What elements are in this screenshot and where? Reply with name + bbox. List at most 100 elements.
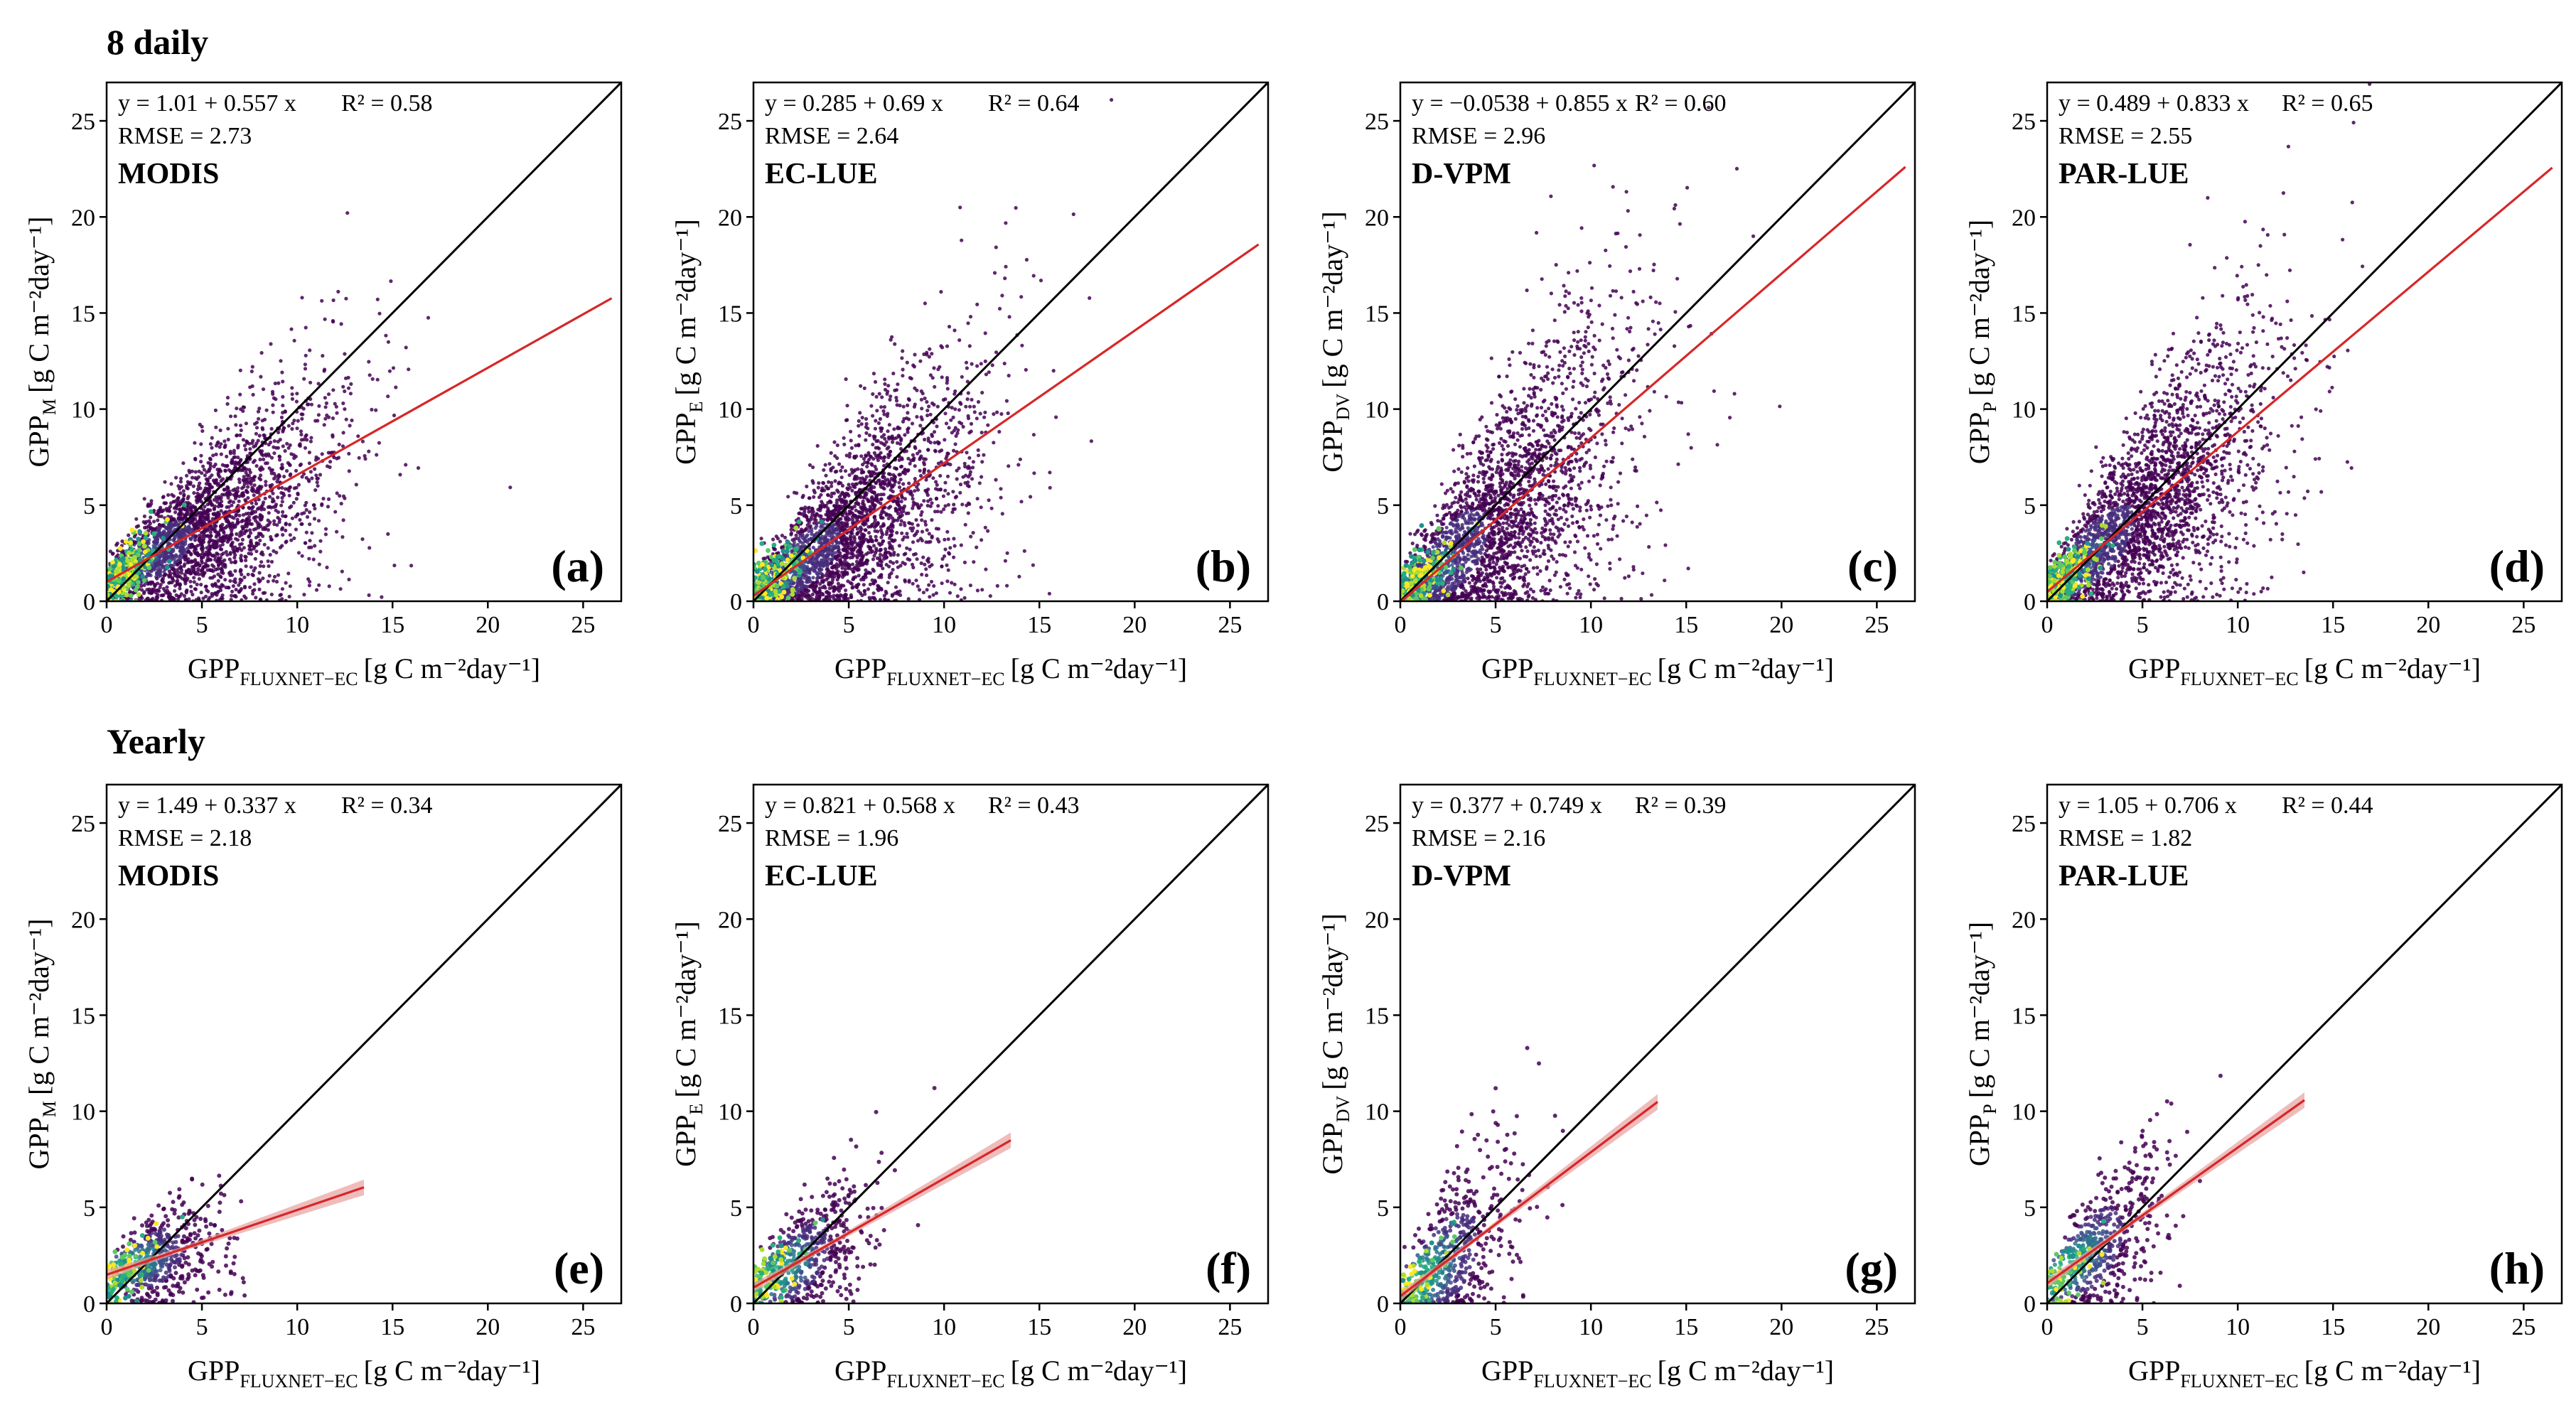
scatter-point bbox=[341, 518, 345, 522]
scatter-point bbox=[156, 588, 160, 592]
scatter-point bbox=[128, 561, 134, 567]
scatter-point bbox=[228, 499, 232, 503]
scatter-point bbox=[243, 529, 247, 534]
scatter-point bbox=[218, 547, 222, 551]
scatter-point bbox=[914, 578, 918, 583]
scatter-point bbox=[858, 529, 863, 534]
scatter-point bbox=[308, 522, 312, 527]
scatter-point bbox=[186, 496, 190, 501]
scatter-point bbox=[127, 533, 131, 537]
scatter-point bbox=[209, 568, 213, 573]
x-tick-label: 5 bbox=[196, 612, 208, 638]
scatter-point bbox=[288, 584, 292, 588]
scatter-point bbox=[905, 360, 909, 365]
scatter-point bbox=[206, 490, 210, 495]
scatter-point bbox=[247, 506, 252, 510]
scatter-point bbox=[277, 520, 281, 524]
scatter-point bbox=[281, 510, 285, 515]
scatter-point bbox=[882, 412, 886, 416]
scatter-point bbox=[225, 454, 229, 459]
scatter-point bbox=[862, 386, 866, 390]
scatter-point bbox=[348, 424, 352, 428]
scatter-point bbox=[230, 532, 234, 536]
scatter-point bbox=[249, 522, 254, 527]
scatter-point bbox=[343, 407, 347, 411]
scatter-point bbox=[193, 475, 198, 480]
scatter-point bbox=[254, 441, 259, 446]
scatter-point bbox=[215, 590, 220, 594]
scatter-point bbox=[313, 544, 317, 548]
scatter-point bbox=[197, 512, 201, 516]
scatter-point bbox=[269, 342, 273, 346]
scatter-point bbox=[181, 502, 187, 507]
scatter-point bbox=[205, 568, 210, 572]
scatter-point bbox=[178, 507, 182, 512]
scatter-point bbox=[235, 407, 239, 411]
scatter-point bbox=[193, 524, 197, 528]
scatter-point bbox=[280, 500, 284, 504]
scatter-point bbox=[797, 511, 801, 516]
scatter-point bbox=[1047, 591, 1051, 596]
scatter-point bbox=[289, 538, 294, 542]
scatter-point bbox=[341, 401, 345, 406]
scatter-point bbox=[882, 556, 886, 561]
scatter-point bbox=[1000, 294, 1004, 298]
scatter-point bbox=[257, 416, 261, 421]
scatter-point bbox=[129, 590, 133, 594]
scatter-point bbox=[824, 596, 828, 601]
scatter-point bbox=[240, 572, 244, 577]
scatter-point bbox=[233, 414, 237, 419]
scatter-point bbox=[185, 473, 189, 478]
x-tick-label: 10 bbox=[285, 612, 309, 638]
scatter-point bbox=[290, 386, 294, 390]
scatter-point bbox=[159, 569, 163, 574]
scatter-point bbox=[811, 576, 815, 580]
scatter-point bbox=[207, 548, 212, 552]
scatter-point bbox=[871, 414, 875, 418]
scatter-point bbox=[237, 494, 242, 499]
scatter-point bbox=[258, 457, 262, 462]
scatter-point bbox=[905, 546, 909, 550]
scatter-point bbox=[210, 576, 215, 580]
scatter-point bbox=[254, 535, 258, 540]
scatter-point bbox=[254, 596, 258, 600]
scatter-point bbox=[891, 371, 896, 376]
scatter-point bbox=[842, 521, 847, 525]
scatter-point bbox=[900, 531, 904, 535]
scatter-point bbox=[367, 546, 372, 550]
scatter-point bbox=[287, 594, 291, 599]
scatter-point bbox=[963, 480, 967, 485]
scatter-point bbox=[230, 503, 234, 507]
scatter-point bbox=[183, 542, 188, 546]
scatter-point bbox=[171, 494, 176, 498]
scatter-point bbox=[215, 533, 219, 537]
scatter-point bbox=[190, 564, 195, 569]
scatter-point bbox=[280, 485, 284, 490]
scatter-point bbox=[879, 528, 884, 532]
scatter-point bbox=[953, 407, 957, 411]
scatter-point bbox=[805, 518, 810, 522]
scatter-point bbox=[833, 454, 837, 458]
scatter-point bbox=[278, 438, 282, 442]
scatter-point bbox=[279, 359, 283, 363]
scatter-point bbox=[850, 586, 854, 590]
scatter-point bbox=[232, 466, 237, 470]
scatter-point bbox=[834, 498, 839, 502]
scatter-point bbox=[811, 545, 815, 550]
scatter-point bbox=[140, 574, 146, 579]
scatter-point bbox=[136, 541, 142, 547]
scatter-point bbox=[370, 407, 374, 412]
scatter-point bbox=[959, 543, 963, 547]
scatter-point bbox=[952, 328, 957, 333]
scatter-point bbox=[249, 370, 254, 374]
scatter-point bbox=[1029, 495, 1033, 499]
scatter-point bbox=[882, 463, 886, 468]
scatter-point bbox=[827, 546, 831, 551]
scatter-point bbox=[322, 369, 326, 373]
scatter-point bbox=[244, 558, 248, 563]
scatter-point bbox=[286, 461, 290, 465]
scatter-point bbox=[172, 517, 176, 522]
scatter-point bbox=[929, 579, 934, 584]
scatter-point bbox=[221, 564, 225, 569]
scatter-point bbox=[304, 475, 308, 480]
